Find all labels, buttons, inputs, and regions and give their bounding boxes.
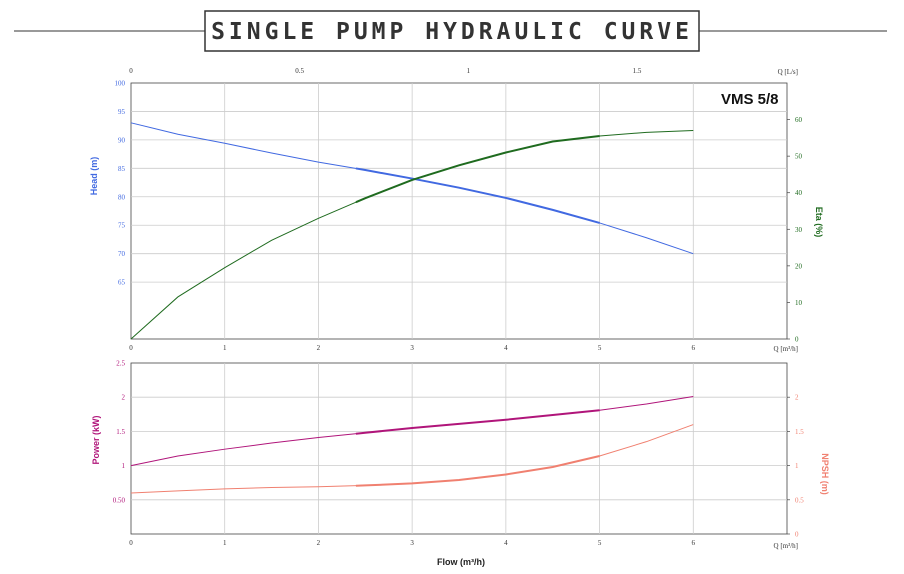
y-tick-label-right: 1	[795, 462, 799, 470]
top-x-tick-label: 0	[129, 67, 133, 75]
series-line-operating	[355, 135, 600, 204]
y-tick-label-left: 85	[118, 165, 126, 173]
series-line-operating	[355, 167, 600, 224]
top-x-unit-label: Q [L/s]	[778, 68, 798, 76]
y-tick-label-left: 70	[118, 250, 126, 258]
x-tick-label: 6	[692, 539, 696, 547]
npsh-axis-label: NPSH (m)	[820, 453, 830, 495]
top-x-tick-label: 0.5	[295, 67, 304, 75]
y-tick-label-left: 95	[118, 108, 126, 116]
x-tick-label: 1	[223, 539, 227, 547]
x-tick-label: 4	[504, 344, 508, 352]
y-tick-label-right: 40	[795, 189, 803, 197]
y-tick-label-right: 0	[795, 531, 799, 539]
lower-marks	[130, 396, 694, 494]
power-axis-label: Power (kW)	[91, 415, 101, 464]
head-axis-label: Head (m)	[89, 157, 99, 196]
x-tick-label: 5	[598, 344, 602, 352]
x-tick-label: 4	[504, 539, 508, 547]
x-tick-label: 2	[317, 344, 321, 352]
upper-x-unit-label: Q [m³/h]	[774, 345, 798, 353]
y-tick-label-left: 0.50	[113, 496, 126, 504]
y-tick-label-right: 30	[795, 226, 803, 234]
y-tick-label-left: 90	[118, 136, 126, 144]
y-tick-label-left: 100	[115, 80, 126, 88]
lower-plot-area	[130, 362, 788, 535]
x-tick-label: 0	[129, 539, 133, 547]
x-tick-label: 6	[692, 344, 696, 352]
y-tick-label-left: 2.5	[116, 360, 125, 368]
title-box	[204, 10, 700, 52]
series-line-operating	[355, 409, 600, 435]
y-tick-label-left: 2	[122, 394, 126, 402]
y-tick-label-right: 1.5	[795, 428, 804, 436]
top-x-tick-label: 1	[467, 67, 471, 75]
page-title: SINGLE PUMP HYDRAULIC CURVE	[211, 19, 693, 45]
x-tick-label: 3	[410, 344, 414, 352]
y-tick-label-left: 65	[118, 279, 126, 287]
y-tick-label-right: 50	[795, 153, 803, 161]
upper-labels: 0 1 2 3 4 5 60 0.5 1 1.51009590858075706560504030…	[115, 67, 803, 352]
y-tick-label-right: 20	[795, 262, 803, 270]
upper-grid	[131, 83, 790, 340]
x-tick-label: 3	[410, 539, 414, 547]
x-tick-label: 2	[317, 539, 321, 547]
top-x-tick-label: 1.5	[633, 67, 642, 75]
y-tick-label-right: 0.5	[795, 496, 804, 504]
y-tick-label-left: 75	[118, 222, 126, 230]
eta-axis-label: Eta (%)	[814, 207, 824, 238]
y-tick-label-left: 1.5	[116, 428, 125, 436]
series-line-operating	[355, 455, 600, 487]
lower-grid	[131, 363, 790, 535]
y-tick-label-right: 60	[795, 116, 803, 124]
y-tick-label-right: 2	[795, 394, 799, 402]
y-tick-label-right: 10	[795, 299, 803, 307]
upper-plot-area	[130, 82, 788, 340]
x-tick-label: 5	[598, 539, 602, 547]
lower-x-unit-label: Q [m³/h]	[774, 542, 798, 550]
y-tick-label-right: 0	[795, 336, 799, 344]
x-tick-label: 0	[129, 344, 133, 352]
x-tick-label: 1	[223, 344, 227, 352]
flow-axis-label: Flow (m³/h)	[437, 557, 485, 567]
upper-marks	[130, 122, 694, 340]
model-label: VMS 5/8	[721, 91, 779, 108]
y-tick-label-left: 80	[118, 193, 126, 201]
y-tick-label-left: 1	[122, 462, 126, 470]
